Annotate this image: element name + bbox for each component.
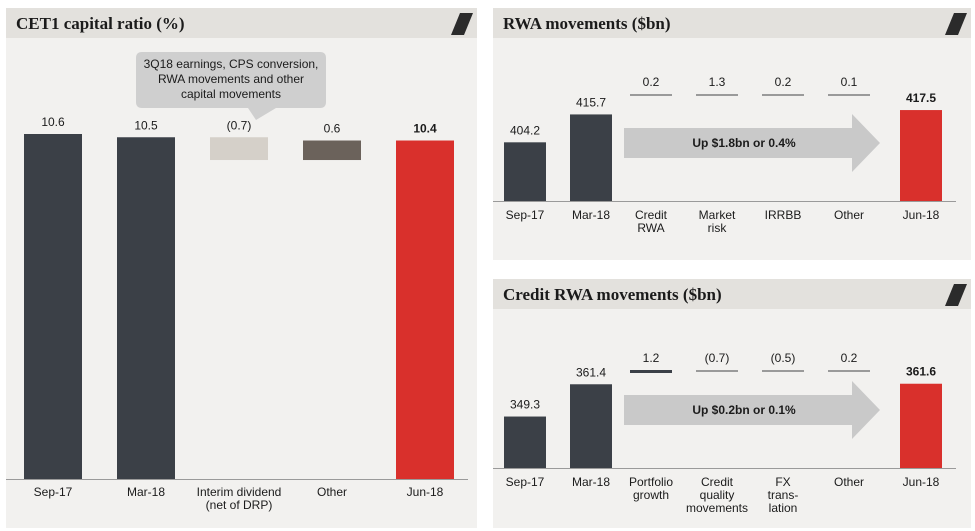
callout-text: 3Q18 earnings, CPS conversion, [144, 57, 319, 71]
data-label: (0.5) [771, 351, 796, 365]
category-label: Mar-18 [572, 475, 610, 489]
data-label: 361.6 [906, 365, 936, 379]
data-label: 10.6 [41, 115, 65, 129]
data-label: 1.2 [643, 351, 660, 365]
delta-marker-2 [630, 370, 672, 373]
data-label: 0.2 [643, 75, 660, 89]
category-label: Sep-17 [506, 208, 545, 222]
category-label: Jun-18 [903, 475, 940, 489]
category-label: quality [700, 488, 735, 502]
bar-10.5 [117, 137, 175, 480]
category-label: Other [834, 208, 864, 222]
data-label: 1.3 [709, 75, 726, 89]
category-label: Sep-17 [506, 475, 545, 489]
slash-icon [945, 13, 967, 35]
category-label: (net of DRP) [206, 498, 273, 512]
delta-marker-2 [630, 94, 672, 96]
data-label: (0.7) [227, 118, 252, 132]
cet1-panel: CET1 capital ratio (%) 10.6 Sep-17 10.5 Mar… [6, 8, 477, 528]
data-label: 10.5 [134, 118, 158, 132]
data-label: (0.7) [705, 351, 730, 365]
delta-marker-3 [696, 94, 738, 96]
cet1-chart: 10.6 Sep-17 10.5 Mar-18 (0.7) Interim dividen… [6, 52, 468, 512]
category-label: growth [633, 488, 669, 502]
arrow-text: Up $0.2bn or 0.1% [692, 403, 796, 417]
category-label: Mar-18 [127, 485, 165, 499]
category-label: Jun-18 [903, 208, 940, 222]
data-label: 0.2 [775, 75, 792, 89]
credit-rwa-chart: 349.3 Sep-17 361.4 Mar-18 1.2 Portfoliogrowth… [493, 351, 956, 515]
category-label: Sep-17 [34, 485, 73, 499]
category-label: IRRBB [765, 208, 802, 222]
bar-361.4 [570, 384, 612, 468]
rwa-title: RWA movements ($bn) [503, 14, 671, 33]
delta-marker-3 [696, 370, 738, 372]
data-label: 417.5 [906, 91, 936, 105]
trend-arrow [624, 114, 880, 172]
callout-text: RWA movements and other [158, 72, 304, 86]
delta-bar-3 [303, 140, 361, 161]
category-label: Other [834, 475, 864, 489]
category-label: Market [699, 208, 736, 222]
callout-bubble [136, 52, 326, 120]
data-label: 404.2 [510, 123, 540, 137]
rwa-panel: RWA movements ($bn) 404.2 Sep-17 415.7 Mar-… [493, 8, 971, 260]
bar-10.4 [396, 140, 454, 479]
category-label: movements [686, 501, 748, 515]
delta-marker-5 [828, 370, 870, 372]
callout-text: capital movements [181, 87, 281, 101]
delta-marker-4 [762, 94, 804, 96]
category-label: Other [317, 485, 347, 499]
bar-404.2 [504, 142, 546, 201]
credit-rwa-title: Credit RWA movements ($bn) [503, 285, 722, 304]
cet1-title-bar: CET1 capital ratio (%) [6, 8, 477, 38]
credit-rwa-panel: Credit RWA movements ($bn) 349.3 Sep-17 36… [493, 279, 971, 528]
credit-rwa-title-bar: Credit RWA movements ($bn) [493, 279, 971, 309]
data-label: 349.3 [510, 398, 540, 412]
category-label: lation [769, 501, 798, 515]
bar-417.5 [900, 110, 942, 201]
category-label: trans- [768, 488, 799, 502]
arrow-text: Up $1.8bn or 0.4% [692, 136, 796, 150]
bar-415.7 [570, 114, 612, 201]
category-label: Jun-18 [407, 485, 444, 499]
category-label: RWA [637, 221, 664, 235]
data-label: 10.4 [413, 122, 437, 136]
slash-icon [451, 13, 473, 35]
category-label: Mar-18 [572, 208, 610, 222]
category-label: Interim dividend [197, 485, 282, 499]
data-label: 0.6 [324, 122, 341, 136]
category-label: Portfolio [629, 475, 673, 489]
trend-arrow [624, 381, 880, 439]
category-label: risk [708, 221, 728, 235]
category-label: Credit [701, 475, 734, 489]
category-label: FX [775, 475, 790, 489]
cet1-title: CET1 capital ratio (%) [16, 14, 185, 33]
category-label: Credit [635, 208, 668, 222]
delta-bar-2 [210, 137, 268, 161]
delta-marker-5 [828, 94, 870, 96]
rwa-title-bar: RWA movements ($bn) [493, 8, 971, 38]
data-label: 0.1 [841, 75, 858, 89]
bar-349.3 [504, 416, 546, 468]
data-label: 361.4 [576, 365, 606, 379]
bar-10.6 [24, 134, 82, 479]
delta-marker-4 [762, 370, 804, 372]
slash-icon [945, 284, 967, 306]
data-label: 0.2 [841, 351, 858, 365]
bar-361.6 [900, 383, 942, 468]
data-label: 415.7 [576, 95, 606, 109]
